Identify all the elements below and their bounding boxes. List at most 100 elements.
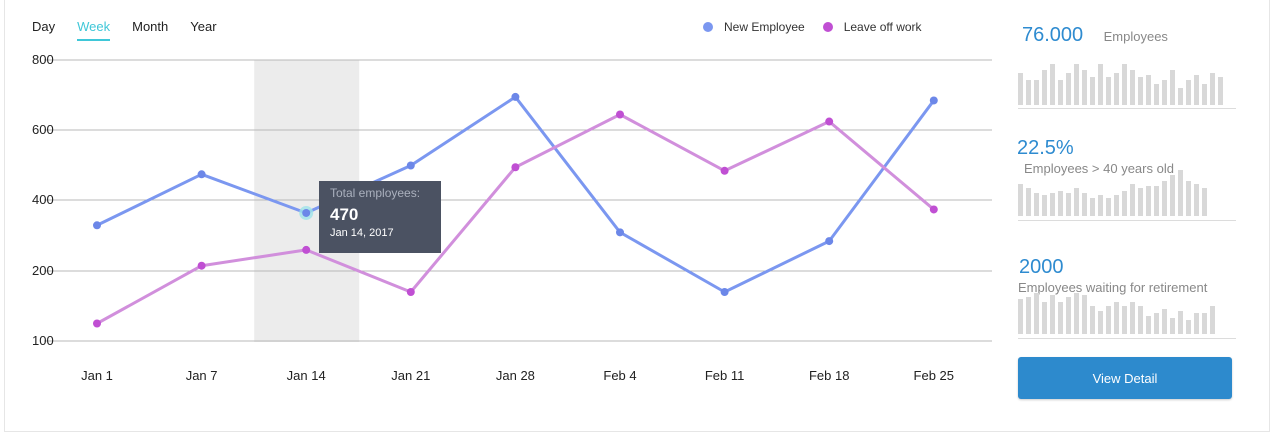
sparkbar: [1202, 313, 1207, 334]
sparkbar: [1034, 293, 1039, 334]
sparkbar: [1186, 80, 1191, 105]
x-tick-label: Jan 1: [81, 368, 113, 383]
sparkbar: [1170, 175, 1175, 216]
data-point: [511, 163, 520, 172]
sparkbar: [1130, 70, 1135, 105]
stat-value: 22.5%: [1017, 137, 1074, 159]
sparkbar: [1154, 313, 1159, 334]
y-tick-label: 200: [32, 263, 54, 278]
sparkbar: [1170, 318, 1175, 334]
sparkbar: [1058, 302, 1063, 334]
y-tick-label: 600: [32, 122, 54, 137]
view-detail-button[interactable]: View Detail: [1018, 357, 1232, 399]
legend-dot-new-employee: [703, 22, 713, 32]
sparkbar: [1146, 75, 1151, 105]
legend-item-leave[interactable]: Leave off work: [822, 20, 922, 34]
data-point: [720, 166, 729, 175]
sparkbar: [1058, 80, 1063, 105]
sparkbar: [1034, 80, 1039, 105]
sparkbar: [1042, 302, 1047, 334]
sparkbar: [1186, 320, 1191, 334]
tab-week[interactable]: Week: [77, 19, 111, 41]
sparkbar: [1154, 84, 1159, 105]
chart-legend: New Employee Leave off work: [703, 20, 940, 34]
sparkbar: [1026, 188, 1031, 216]
sparkbar: [1090, 198, 1095, 216]
sparkbar: [1146, 186, 1151, 216]
sparkbars: [1018, 168, 1207, 216]
sparkbar: [1082, 70, 1087, 105]
sparkbar: [1082, 193, 1087, 216]
sparkbar: [1202, 188, 1207, 216]
tab-year[interactable]: Year: [190, 19, 217, 34]
x-tick-label: Jan 7: [186, 368, 218, 383]
data-point: [302, 245, 311, 254]
x-tick-label: Feb 11: [705, 368, 745, 383]
sparkbar: [1170, 70, 1175, 105]
sparkbar: [1122, 306, 1127, 334]
sparkbar: [1194, 184, 1199, 216]
sparkbar: [1074, 188, 1079, 216]
tooltip-title: Total employees:: [330, 186, 421, 200]
sparkbar: [1074, 293, 1079, 334]
tooltip-date: Jan 14, 2017: [330, 227, 394, 239]
y-tick-label: 100: [32, 333, 54, 348]
sparkbar: [1162, 181, 1167, 216]
stat-divider: [1018, 338, 1236, 339]
data-point: [302, 208, 311, 217]
legend-item-new-employee[interactable]: New Employee: [703, 20, 805, 34]
stat-employees: 76.000 Employees: [1012, 24, 1236, 109]
tab-day[interactable]: Day: [32, 19, 56, 34]
sparkbar: [1218, 77, 1223, 105]
sparkbar: [1098, 311, 1103, 334]
stat-value: 2000: [1019, 256, 1064, 278]
x-tick-label: Feb 4: [603, 368, 636, 383]
sparkbar: [1050, 64, 1055, 105]
sparkbar: [1178, 88, 1183, 105]
stat-divider: [1018, 108, 1236, 109]
y-tick-label: 400: [32, 192, 54, 207]
stat-divider: [1018, 220, 1236, 221]
data-point: [825, 117, 834, 126]
sparkbar: [1146, 316, 1151, 334]
x-tick-label: Jan 21: [391, 368, 430, 383]
data-point: [511, 92, 520, 101]
x-tick-label: Jan 14: [287, 368, 326, 383]
sparkbar: [1018, 184, 1023, 216]
sparkbar: [1066, 193, 1071, 216]
sparkbar: [1050, 295, 1055, 334]
sparkbar: [1138, 188, 1143, 216]
data-point: [929, 205, 938, 214]
sparkbar: [1066, 297, 1071, 334]
sparkbar: [1018, 73, 1023, 105]
sparkbar: [1122, 64, 1127, 105]
tooltip-value: 470: [330, 205, 359, 224]
sparkbar: [1138, 306, 1143, 334]
sparkbar: [1210, 306, 1215, 334]
sparkbar: [1114, 302, 1119, 334]
sparkbar: [1034, 193, 1039, 216]
sparkbar: [1026, 80, 1031, 105]
sparkbar: [1202, 84, 1207, 105]
sparkbar: [1122, 191, 1127, 216]
sparkbar: [1058, 191, 1063, 216]
stat-retirement: 2000 Employees waiting for retirement: [1012, 256, 1236, 339]
period-tabs: Day Week Month Year: [32, 19, 239, 41]
sparkbar: [1050, 193, 1055, 216]
chart-tooltip: Total employees: 470 Jan 14, 2017: [319, 181, 441, 253]
sparkbar: [1090, 306, 1095, 334]
sparkbar: [1154, 186, 1159, 216]
stat-label: Employees > 40 years old: [1024, 161, 1174, 176]
sparkbar: [1178, 311, 1183, 334]
tab-month[interactable]: Month: [132, 19, 169, 34]
sparkbar: [1130, 302, 1135, 334]
stats-panel: 76.000 Employees 22.5% Employees > 40 ye…: [1012, 0, 1262, 438]
legend-label-leave: Leave off work: [843, 20, 922, 34]
sparkbar: [1194, 75, 1199, 105]
sparkbar: [1106, 77, 1111, 105]
data-point: [197, 170, 206, 179]
sparkbar: [1178, 170, 1183, 216]
sparkbar: [1042, 195, 1047, 216]
sparkbar: [1026, 297, 1031, 334]
sparkbars: [1018, 286, 1215, 334]
